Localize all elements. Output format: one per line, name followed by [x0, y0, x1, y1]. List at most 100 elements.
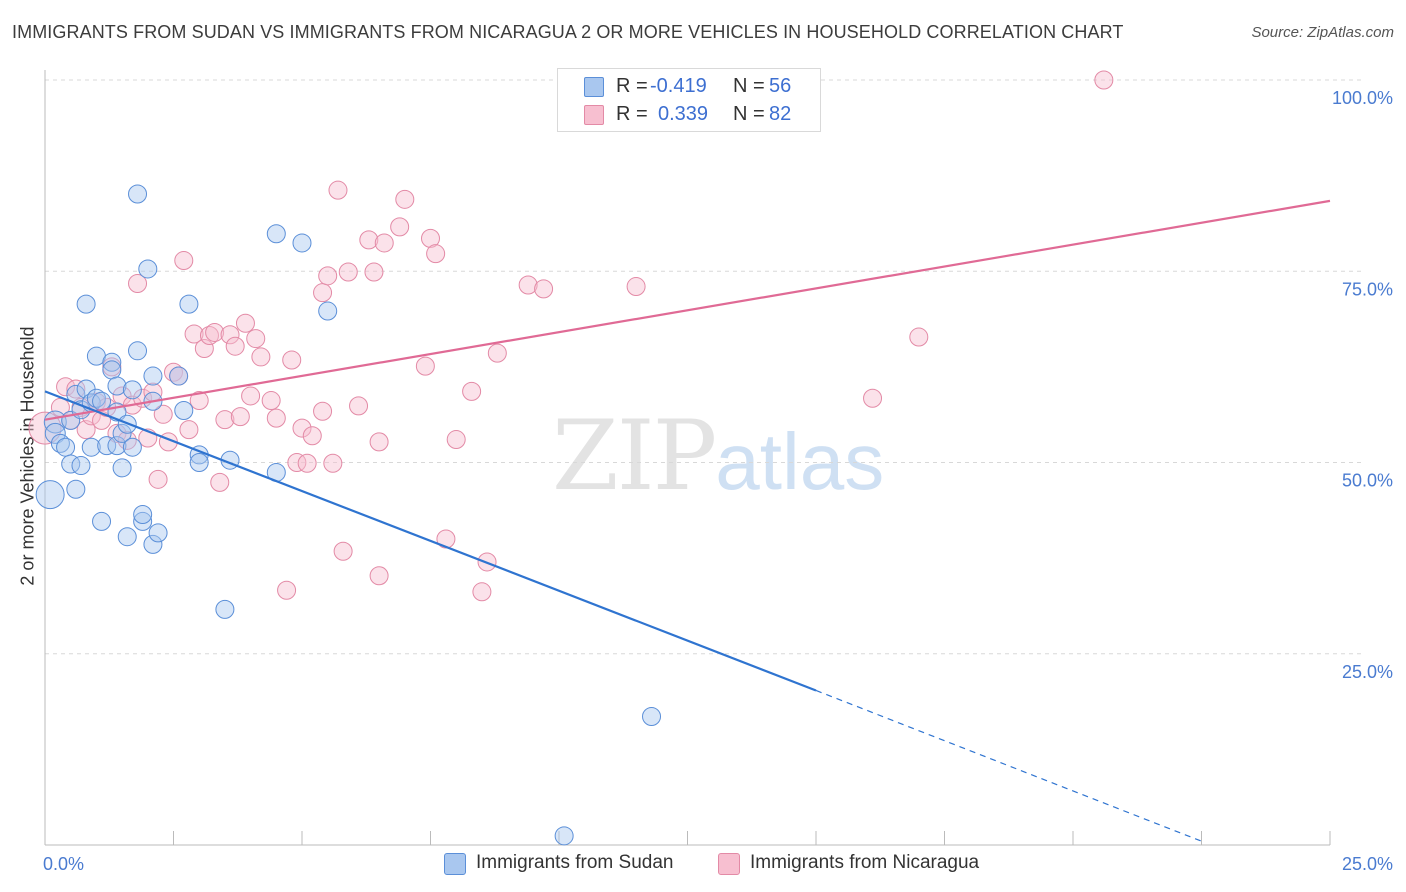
watermark: ZIPatlas [552, 400, 884, 512]
nicaragua-point [292, 418, 312, 438]
sudan-point [169, 366, 189, 386]
nicaragua-point [220, 325, 240, 345]
nicaragua-point [462, 381, 482, 401]
nicaragua-point [287, 453, 307, 472]
nicaragua-point [338, 262, 358, 282]
nicaragua-point [179, 420, 199, 440]
nicaragua-point [369, 432, 389, 452]
nicaragua-point [297, 453, 317, 473]
nicaragua-point [174, 251, 194, 271]
nicaragua-point [328, 180, 348, 200]
y-tick-label: 100.0% [1332, 88, 1393, 108]
sudan-point [92, 511, 112, 531]
nicaragua-point [277, 580, 297, 600]
sudan-point [117, 527, 137, 547]
nicaragua-point [28, 411, 62, 445]
sudan-point [71, 456, 91, 476]
nicaragua-point [1094, 70, 1114, 90]
sudan-point [143, 534, 163, 554]
sudan-point [148, 523, 168, 543]
sudan-point [44, 422, 66, 444]
sudan-point [112, 458, 132, 478]
nicaragua-point [313, 401, 333, 421]
sudan-point [122, 437, 142, 457]
sudan-point [215, 599, 235, 619]
sudan-point [133, 511, 153, 531]
nicaragua-point [318, 266, 338, 286]
nicaragua-point [395, 189, 415, 209]
sudan-point [138, 259, 158, 279]
y-tick-label: 25.0% [1342, 662, 1393, 682]
nicaragua-point [349, 396, 369, 416]
sudan-point [97, 436, 117, 456]
nicaragua-point [241, 386, 261, 406]
sudan-point [112, 423, 132, 443]
nicaragua-n-label: N = [733, 103, 765, 125]
sudan-point [122, 380, 142, 400]
sudan-point [128, 184, 148, 204]
x-tick-label: 0.0% [43, 854, 84, 874]
sudan-point [56, 437, 76, 457]
sudan-point [292, 233, 312, 253]
nicaragua-point [487, 343, 507, 363]
nicaragua-r-value: 0.339 [658, 103, 709, 125]
sudan-trend-extension [815, 689, 1202, 842]
nicaragua-point [323, 453, 343, 473]
nicaragua-point [909, 327, 929, 347]
nicaragua-trend-line [44, 199, 1331, 421]
nicaragua-point [251, 347, 271, 367]
nicaragua-point [313, 283, 333, 303]
nicaragua-point [266, 408, 286, 428]
grid-lines [45, 79, 1365, 655]
sudan-point [128, 341, 148, 361]
nicaragua-swatch [584, 105, 604, 125]
sudan-point [133, 505, 153, 525]
sudan-n-label: N = [733, 75, 765, 97]
sudan-point [61, 454, 81, 474]
sudan-trend-line [44, 390, 817, 692]
nicaragua-point [235, 313, 255, 333]
nicaragua-point [199, 326, 219, 346]
stats-row-sudan: R = -0.419 N = 56 [558, 72, 820, 100]
nicaragua-point [246, 329, 266, 349]
nicaragua-point [421, 228, 440, 248]
x-tick-label: 25.0% [1342, 854, 1393, 874]
sudan-point [81, 437, 101, 457]
watermark-zip: ZIP [552, 400, 717, 512]
nicaragua-point [230, 407, 250, 427]
nicaragua-point [282, 350, 302, 370]
nicaragua-point [205, 322, 225, 342]
bottom-legend: Immigrants from Sudan Immigrants from Ni… [0, 852, 1406, 878]
nicaragua-point [225, 336, 245, 356]
nicaragua-point [66, 379, 86, 399]
sudan-point [107, 376, 127, 396]
sudan-point [35, 480, 65, 510]
nicaragua-point [364, 262, 384, 282]
sudan-point [554, 826, 574, 846]
nicaragua-point [189, 391, 209, 411]
nicaragua-point [153, 404, 173, 424]
nicaragua-point [390, 217, 410, 237]
sudan-n-value: 56 [769, 75, 792, 97]
chart-title: IMMIGRANTS FROM SUDAN VS IMMIGRANTS FROM… [12, 22, 1124, 42]
nicaragua-r-label: R = [616, 103, 648, 125]
sudan-point [86, 388, 106, 408]
nicaragua-point [210, 472, 230, 492]
nicaragua-n-value: 82 [769, 103, 792, 125]
axes [44, 70, 1331, 846]
sudan-legend-swatch [444, 853, 466, 875]
nicaragua-point [415, 356, 435, 376]
nicaragua-point [302, 426, 322, 446]
sudan-point [143, 366, 163, 386]
nicaragua-point [626, 277, 646, 297]
sudan-point [642, 706, 662, 726]
nicaragua-point [518, 275, 538, 295]
sudan-point [50, 433, 70, 453]
stats-legend-box: R = -0.419 N = 56 R = 0.339 N = 82 [557, 68, 821, 132]
sudan-r-value: -0.419 [650, 75, 707, 97]
nicaragua-point [369, 566, 389, 586]
nicaragua-point [863, 388, 883, 408]
nicaragua-point [333, 541, 353, 561]
nicaragua-point [534, 279, 554, 299]
